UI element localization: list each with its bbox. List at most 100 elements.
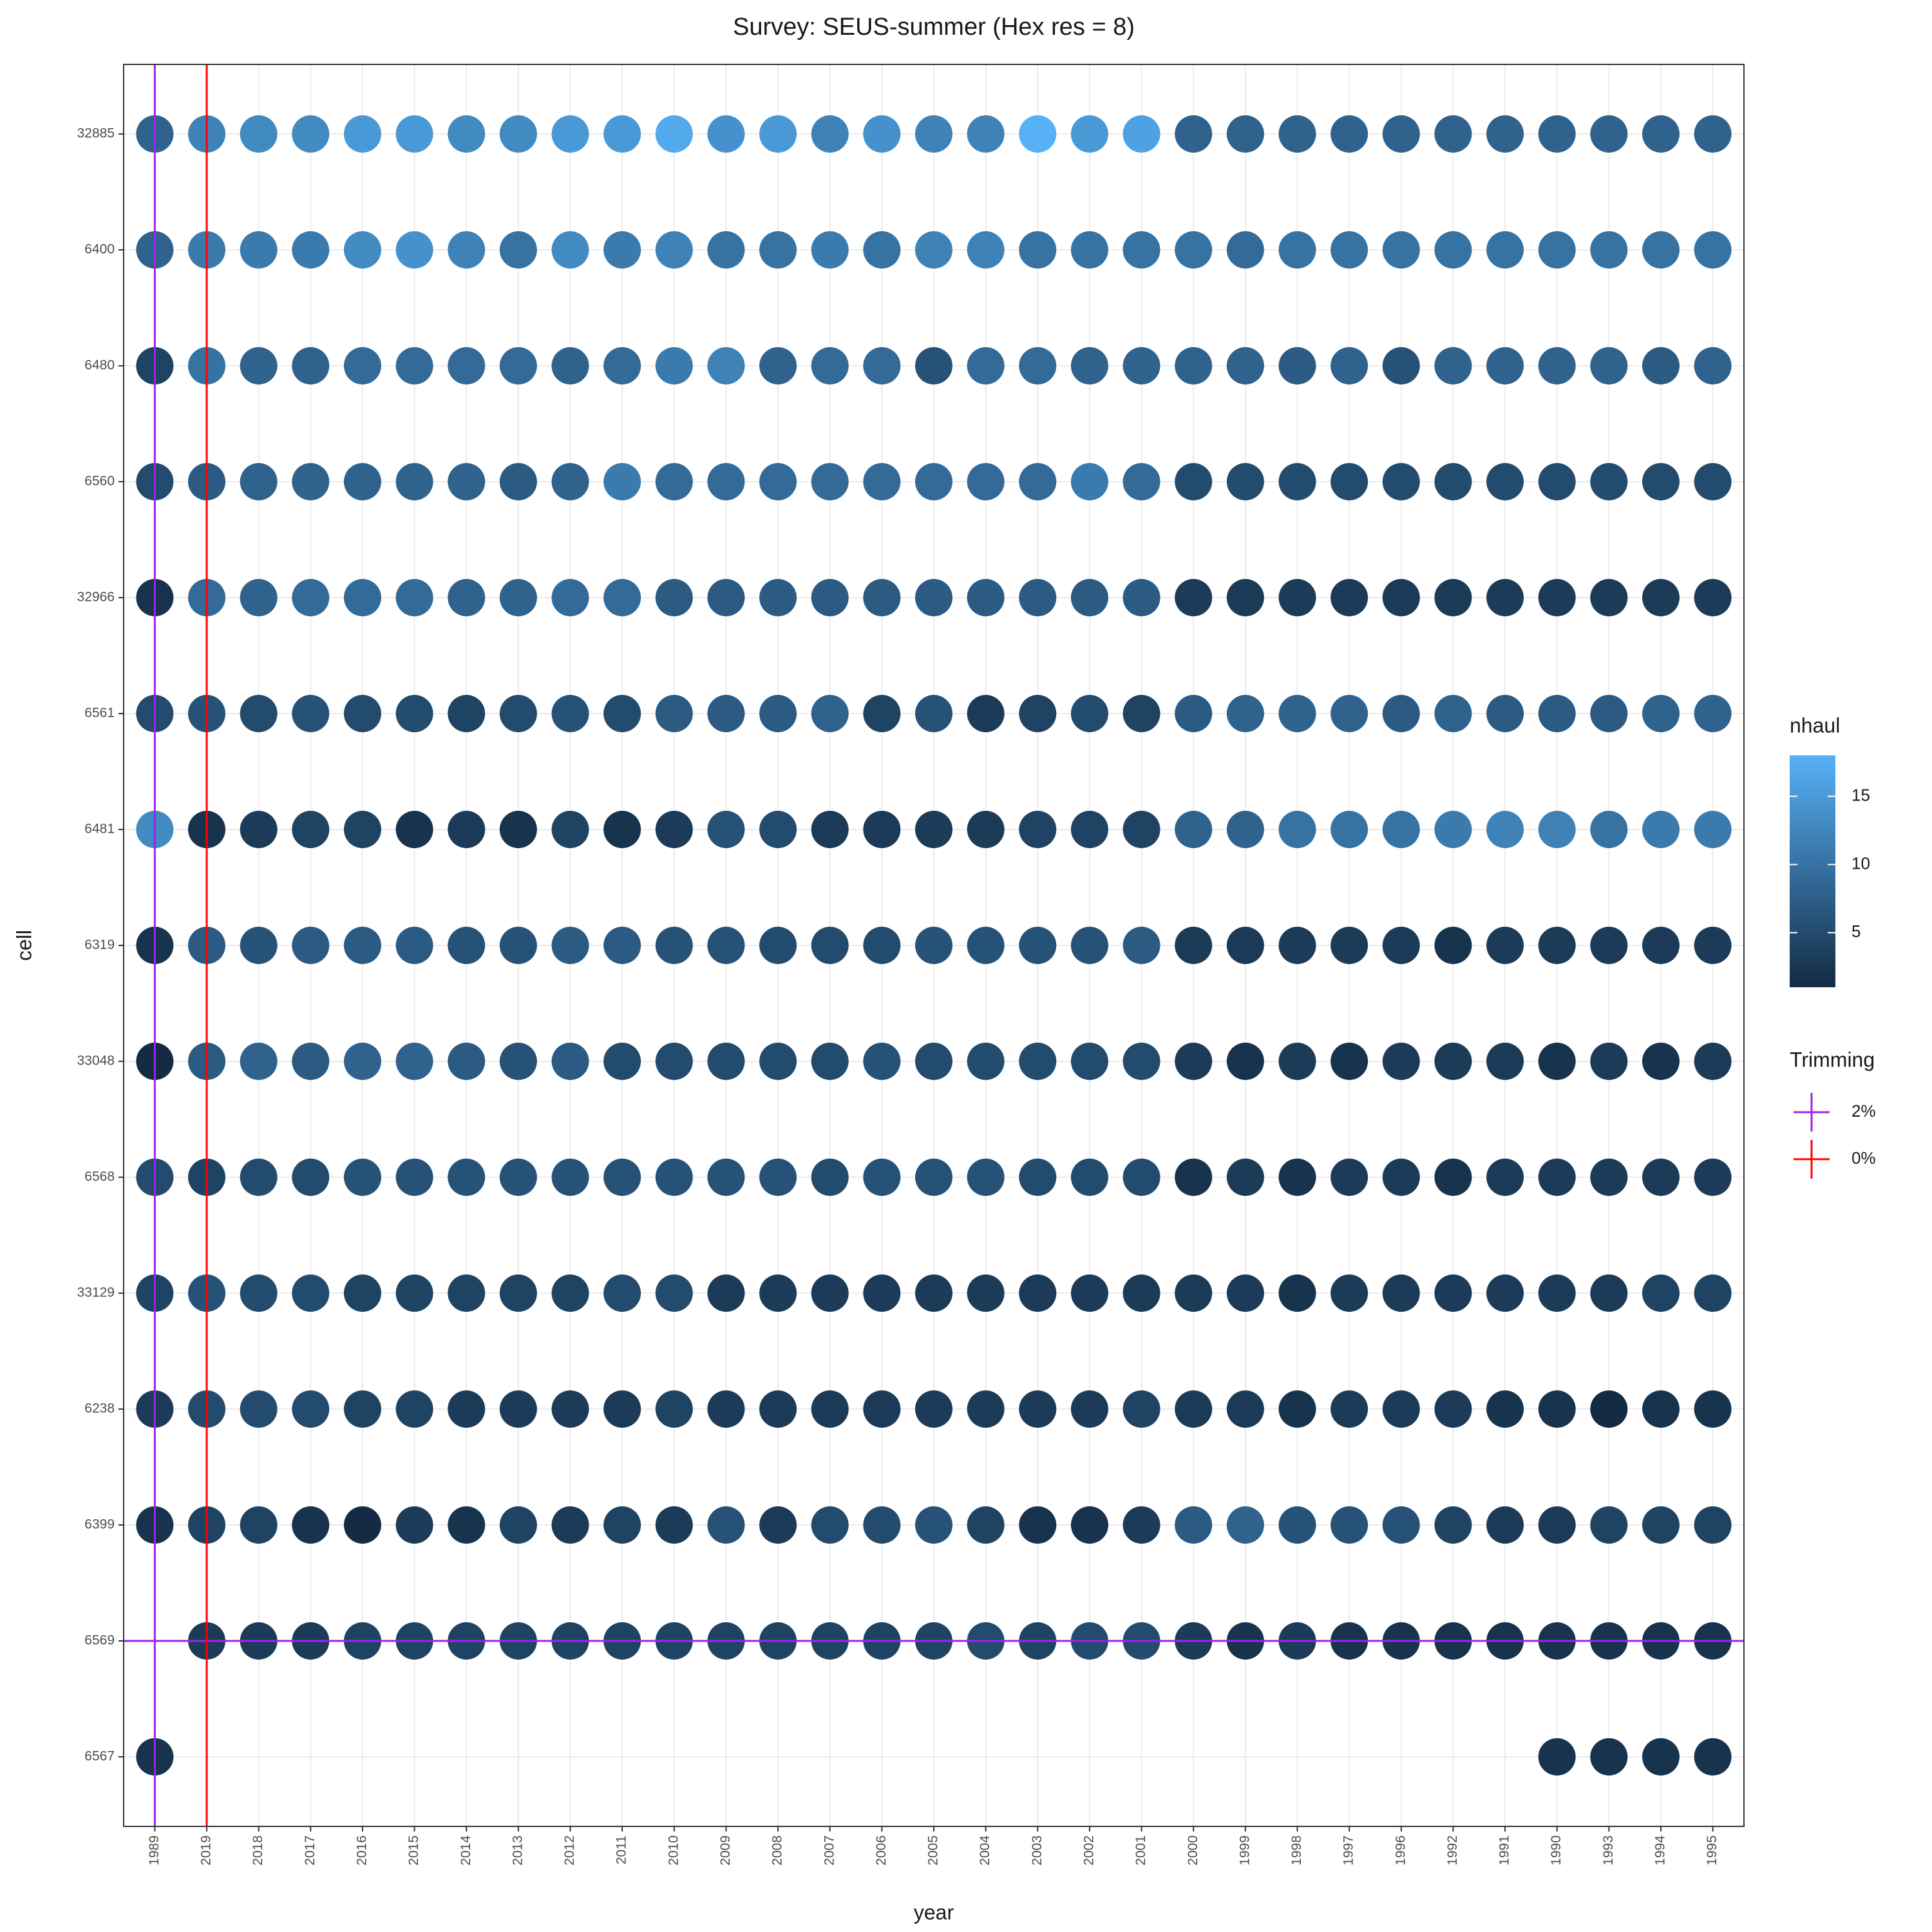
- point: [863, 811, 901, 848]
- point: [759, 927, 797, 964]
- y-tick-label: 33129: [77, 1285, 115, 1300]
- point: [343, 579, 381, 616]
- point: [1226, 463, 1264, 500]
- point: [1434, 695, 1472, 732]
- point: [759, 1506, 797, 1544]
- point: [915, 695, 952, 732]
- point: [1538, 1390, 1576, 1428]
- point: [395, 463, 433, 500]
- point: [292, 1390, 330, 1428]
- point: [1175, 695, 1213, 732]
- point: [1070, 1274, 1108, 1312]
- y-tick-label: 6560: [84, 474, 115, 489]
- y-tick-label: 6561: [84, 706, 115, 721]
- point: [1642, 1506, 1680, 1544]
- point: [343, 347, 381, 384]
- point: [1331, 347, 1368, 384]
- point: [1278, 1274, 1316, 1312]
- point: [448, 927, 486, 964]
- point: [759, 463, 797, 500]
- point: [1226, 347, 1264, 384]
- point: [499, 231, 537, 269]
- point: [1642, 1274, 1680, 1312]
- point: [1538, 1274, 1576, 1312]
- point: [551, 1159, 589, 1196]
- point: [1694, 579, 1732, 616]
- point: [1642, 579, 1680, 616]
- x-tick-label: 2019: [199, 1835, 214, 1866]
- point: [1175, 927, 1213, 964]
- point: [1486, 695, 1524, 732]
- point: [811, 463, 849, 500]
- point: [1590, 463, 1628, 500]
- point: [603, 115, 641, 153]
- y-tick-label: 6567: [84, 1749, 115, 1764]
- point: [240, 927, 278, 964]
- point: [1331, 1043, 1368, 1080]
- point: [1434, 115, 1472, 153]
- point: [1331, 927, 1368, 964]
- point: [240, 579, 278, 616]
- point: [655, 1159, 693, 1196]
- point: [811, 115, 849, 153]
- point: [811, 1159, 849, 1196]
- point: [603, 1043, 641, 1080]
- point: [1590, 695, 1628, 732]
- point: [811, 579, 849, 616]
- point: [1434, 927, 1472, 964]
- point: [240, 347, 278, 384]
- point: [707, 231, 745, 269]
- point: [1122, 1506, 1160, 1544]
- point: [1486, 463, 1524, 500]
- point: [603, 811, 641, 848]
- point: [1070, 579, 1108, 616]
- point: [499, 1274, 537, 1312]
- point: [1382, 695, 1420, 732]
- x-axis-title: year: [914, 1900, 954, 1924]
- x-tick-label: 2003: [1030, 1835, 1045, 1866]
- point: [1175, 231, 1213, 269]
- point: [863, 1274, 901, 1312]
- point: [448, 1390, 486, 1428]
- point: [1122, 463, 1160, 500]
- point: [1694, 347, 1732, 384]
- point: [1331, 1274, 1368, 1312]
- point: [1434, 579, 1472, 616]
- point: [343, 1159, 381, 1196]
- point: [1486, 927, 1524, 964]
- point: [655, 811, 693, 848]
- point: [499, 927, 537, 964]
- point: [1382, 1043, 1420, 1080]
- point: [343, 1390, 381, 1428]
- point: [1538, 811, 1576, 848]
- point: [1538, 115, 1576, 153]
- x-tick-label: 2016: [354, 1835, 369, 1866]
- x-tick-label: 2011: [614, 1835, 629, 1864]
- point: [915, 347, 952, 384]
- point: [1486, 115, 1524, 153]
- x-tick-label: 1994: [1653, 1835, 1668, 1866]
- point: [967, 1274, 1005, 1312]
- point: [1486, 579, 1524, 616]
- x-tick-label: 2012: [562, 1835, 577, 1866]
- x-tick-label: 1995: [1705, 1835, 1719, 1866]
- point: [1642, 1159, 1680, 1196]
- y-axis-title: cell: [12, 930, 35, 961]
- point: [448, 347, 486, 384]
- point: [1331, 1506, 1368, 1544]
- point: [1331, 115, 1368, 153]
- point: [811, 231, 849, 269]
- point: [1434, 463, 1472, 500]
- point: [863, 1159, 901, 1196]
- point: [1434, 1506, 1472, 1544]
- point: [1070, 1159, 1108, 1196]
- y-tick-label: 6400: [84, 242, 115, 257]
- point: [863, 463, 901, 500]
- point: [395, 231, 433, 269]
- point: [1486, 1390, 1524, 1428]
- point: [967, 231, 1005, 269]
- point: [1226, 811, 1264, 848]
- point: [1019, 1390, 1057, 1428]
- point: [1019, 463, 1057, 500]
